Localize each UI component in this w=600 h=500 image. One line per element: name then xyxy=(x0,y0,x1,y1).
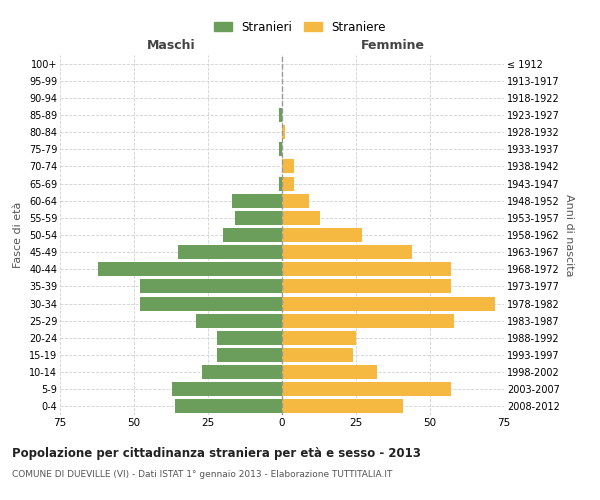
Bar xyxy=(279,108,282,122)
Bar xyxy=(202,365,282,379)
Bar xyxy=(282,194,308,207)
Bar xyxy=(282,365,377,379)
Bar xyxy=(282,262,451,276)
Bar xyxy=(282,245,412,259)
Bar xyxy=(279,142,282,156)
Text: Femmine: Femmine xyxy=(361,38,425,52)
Bar xyxy=(140,280,282,293)
Bar xyxy=(282,125,285,139)
Bar xyxy=(175,400,282,413)
Text: Maschi: Maschi xyxy=(146,38,196,52)
Bar xyxy=(178,245,282,259)
Bar xyxy=(223,228,282,242)
Bar xyxy=(140,296,282,310)
Bar xyxy=(282,211,320,225)
Bar xyxy=(172,382,282,396)
Legend: Stranieri, Straniere: Stranieri, Straniere xyxy=(209,16,391,38)
Bar xyxy=(282,348,353,362)
Bar xyxy=(98,262,282,276)
Y-axis label: Anni di nascita: Anni di nascita xyxy=(563,194,574,276)
Bar xyxy=(282,280,451,293)
Bar xyxy=(217,348,282,362)
Bar xyxy=(279,176,282,190)
Bar xyxy=(282,382,451,396)
Text: Popolazione per cittadinanza straniera per età e sesso - 2013: Popolazione per cittadinanza straniera p… xyxy=(12,448,421,460)
Bar xyxy=(282,314,454,328)
Bar xyxy=(282,400,403,413)
Bar xyxy=(282,296,495,310)
Bar xyxy=(232,194,282,207)
Bar xyxy=(235,211,282,225)
Bar xyxy=(282,160,294,173)
Bar xyxy=(282,331,356,345)
Text: COMUNE DI DUEVILLE (VI) - Dati ISTAT 1° gennaio 2013 - Elaborazione TUTTITALIA.I: COMUNE DI DUEVILLE (VI) - Dati ISTAT 1° … xyxy=(12,470,392,479)
Bar xyxy=(282,176,294,190)
Bar xyxy=(196,314,282,328)
Bar xyxy=(217,331,282,345)
Y-axis label: Fasce di età: Fasce di età xyxy=(13,202,23,268)
Bar xyxy=(282,228,362,242)
